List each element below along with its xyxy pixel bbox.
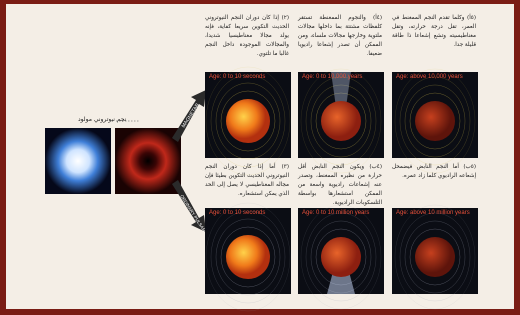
description: (٢) إذا كان دوران النجم النيوتروني الحدي… — [205, 14, 289, 59]
source-label: نجم نيوتروني مولود — [78, 116, 126, 123]
newborn-star-image — [45, 128, 111, 194]
description: (٥أ) وكلما تقدم النجم الممغنط في العمر، … — [392, 14, 476, 50]
description: (٣) أما إذا كان دوران النجم النيوتروني ا… — [205, 163, 289, 199]
neutron-star — [321, 101, 361, 141]
description: (٥ب) أما النجم النابض فيضمحل إشعاعه الرا… — [392, 163, 476, 181]
neutron-star — [226, 99, 270, 143]
age-label: Age: 0 to 10,000 years — [302, 74, 362, 80]
neutron-star — [226, 235, 270, 279]
page: MAGNETAR ORDINARY PULSAR نجم نيوتروني مو… — [0, 0, 520, 315]
neutron-star — [415, 101, 455, 141]
description: (٤أ) والنجوم الممغنطة تستقر كلفظات مشتتة… — [298, 14, 382, 59]
description: (٤ب) ويكون النجم النابض أقل حرارة من نظي… — [298, 163, 382, 208]
age-label: Age: 0 to 10 seconds — [209, 74, 265, 80]
age-label: Age: above 10 million years — [396, 210, 470, 216]
nebula-image — [115, 128, 181, 194]
age-label: Age: 0 to 10 million years — [302, 210, 369, 216]
neutron-star — [415, 237, 455, 277]
branch-label: MAGNETAR — [181, 102, 201, 129]
branch-label: ORDINARY PULSAR — [179, 194, 207, 233]
age-label: Age: 0 to 10 seconds — [209, 210, 265, 216]
neutron-star — [321, 237, 361, 277]
age-label: Age: above 10,000 years — [396, 74, 463, 80]
